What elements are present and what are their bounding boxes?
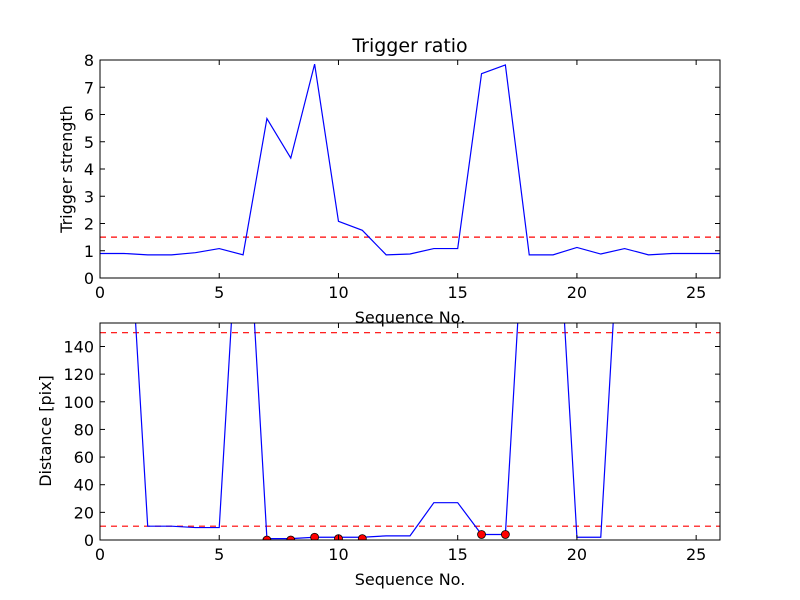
y-tick-label: 1 (84, 242, 94, 261)
y-tick-label: 4 (84, 160, 94, 179)
x-axis-label: Sequence No. (355, 308, 466, 327)
axes-frame (99, 322, 721, 541)
axes-frame (99, 59, 721, 279)
y-tick-label: 0 (84, 269, 94, 288)
x-tick-label: 20 (567, 283, 587, 302)
axis-ticks: 0 5 10 15 20 25 0 1 2 3 4 5 6 7 8 (84, 51, 720, 302)
y-axis-label: Trigger strength (57, 105, 76, 234)
data-point (310, 532, 320, 540)
y-tick-label: 3 (84, 187, 94, 206)
y-tick-label: 7 (84, 78, 94, 97)
data-point (500, 530, 510, 539)
data-point (286, 535, 296, 540)
plot-area (100, 63, 720, 256)
axis-ticks: 0 5 10 15 20 25 0 20 40 60 80 100 120 140 (63, 323, 720, 564)
y-tick-label: 0 (84, 531, 94, 550)
x-tick-label: 5 (214, 283, 224, 302)
plot-area (100, 323, 720, 540)
x-tick-label: 15 (448, 545, 468, 564)
y-tick-label: 2 (84, 215, 94, 234)
y-axis-label: Distance [pix] (36, 375, 55, 487)
data-point (357, 534, 367, 540)
trigger-ratio-chart: Trigger ratio Sequence No. Trigger stren… (57, 35, 721, 327)
data-point (262, 535, 272, 540)
x-tick-label: 25 (686, 283, 706, 302)
x-tick-label: 0 (95, 283, 105, 302)
y-tick-label: 20 (74, 503, 94, 522)
y-tick-label: 40 (74, 476, 94, 495)
data-point (477, 530, 486, 539)
x-tick-label: 10 (328, 283, 348, 302)
distance-chart: Sequence No. Distance [pix] 0 5 10 15 20 25 0 2… (36, 322, 721, 589)
x-tick-label: 25 (686, 545, 706, 564)
y-tick-label: 5 (84, 133, 94, 152)
x-tick-label: 5 (214, 545, 224, 564)
x-tick-label: 15 (448, 283, 468, 302)
y-tick-label: 8 (84, 51, 94, 70)
x-tick-label: 0 (95, 545, 105, 564)
y-tick-label: 60 (74, 448, 94, 467)
y-tick-label: 6 (84, 106, 94, 125)
x-tick-label: 20 (567, 545, 587, 564)
y-tick-label: 80 (74, 420, 94, 439)
x-axis-label: Sequence No. (355, 570, 466, 589)
series-line (100, 63, 720, 256)
y-tick-label: 140 (63, 337, 94, 356)
y-tick-label: 120 (63, 365, 94, 384)
chart-title: Trigger ratio (351, 35, 467, 57)
series-line (135, 323, 614, 540)
x-tick-label: 10 (328, 545, 348, 564)
y-tick-label: 100 (63, 393, 94, 412)
